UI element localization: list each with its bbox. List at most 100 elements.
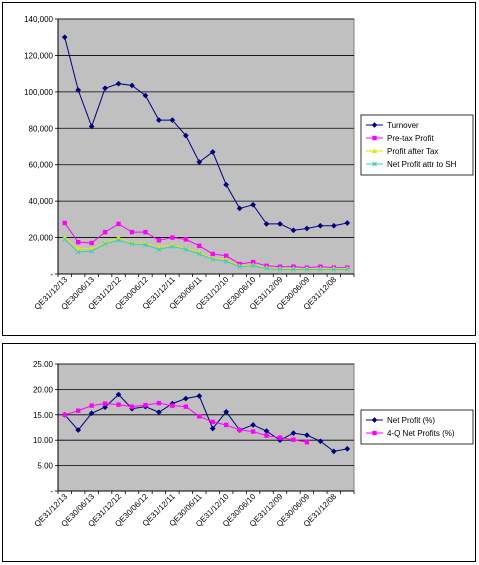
data-point xyxy=(155,117,162,124)
data-point xyxy=(291,437,296,442)
data-point xyxy=(344,220,351,226)
chart-panel-margins: -5.00 10.00 15.00 20.00 25.00 QE31/12/13 QE30/… xyxy=(2,343,476,562)
data-point xyxy=(196,393,203,399)
data-point xyxy=(331,267,337,272)
data-point xyxy=(250,422,257,428)
legend: Net Profit (%) 4-Q Net Profits (%) xyxy=(360,409,474,445)
data-point xyxy=(303,225,310,232)
data-point xyxy=(330,448,337,455)
series-net-profit-attr-to-sh xyxy=(62,237,350,272)
data-point xyxy=(264,433,269,438)
legend: Turnover Pre-tax Profit Profit after Tax Ne… xyxy=(360,114,474,176)
legend-label: Profit after Tax xyxy=(387,147,438,156)
data-point xyxy=(116,237,121,243)
data-point xyxy=(116,402,121,407)
data-point xyxy=(143,242,148,248)
data-point xyxy=(210,257,216,262)
y-tick-label: 60,000 xyxy=(29,161,54,170)
data-point xyxy=(129,229,135,235)
y-tick-label: 5.00 xyxy=(37,462,53,471)
y-tick-label: 20,000 xyxy=(29,234,54,243)
series-line xyxy=(64,239,348,270)
data-point xyxy=(88,123,95,130)
series-turnover xyxy=(61,34,351,234)
data-point xyxy=(236,205,243,212)
data-point xyxy=(330,222,337,229)
y-tick-label: - xyxy=(50,270,53,279)
data-point xyxy=(89,248,94,254)
data-point xyxy=(155,409,162,416)
data-point xyxy=(344,445,351,452)
data-point xyxy=(196,251,202,257)
legend-swatch-marker xyxy=(371,417,378,423)
series-line xyxy=(64,222,348,269)
data-point xyxy=(102,404,109,411)
data-point xyxy=(75,427,82,433)
data-point xyxy=(143,402,148,408)
data-point xyxy=(344,267,350,272)
series-line xyxy=(64,393,348,452)
legend-label: Turnover xyxy=(387,121,419,130)
data-point xyxy=(210,251,215,257)
data-point xyxy=(61,34,68,41)
data-point xyxy=(223,181,230,188)
plot-area xyxy=(57,18,355,275)
data-point xyxy=(277,220,283,227)
data-point xyxy=(291,267,296,272)
data-point xyxy=(102,85,109,92)
data-point xyxy=(250,429,256,434)
data-point xyxy=(75,87,82,93)
plot-area xyxy=(57,363,355,492)
y-tick-label: 80,000 xyxy=(29,124,54,133)
legend-swatch-marker xyxy=(371,122,378,128)
data-point xyxy=(116,221,121,227)
data-point xyxy=(318,267,323,272)
y-tick-label: 140,000 xyxy=(24,15,53,24)
series-line xyxy=(64,37,348,231)
data-point xyxy=(156,247,162,252)
series-4-q-net-profits xyxy=(62,400,310,445)
data-point xyxy=(223,253,229,258)
legend-label: Net Profit attr to SH xyxy=(387,160,457,169)
data-point xyxy=(209,425,216,432)
data-point xyxy=(62,412,67,417)
data-point xyxy=(62,220,67,226)
data-point xyxy=(62,237,68,242)
data-point xyxy=(197,243,202,248)
data-point xyxy=(223,422,229,428)
data-point xyxy=(250,263,256,269)
data-point xyxy=(183,237,189,242)
y-tick-label: 40,000 xyxy=(29,197,54,206)
data-point xyxy=(183,247,189,252)
y-tick-label: - xyxy=(50,487,53,496)
data-point xyxy=(75,408,81,413)
data-point xyxy=(304,440,310,445)
data-point xyxy=(264,266,269,271)
data-point xyxy=(237,264,242,270)
series-line xyxy=(64,237,348,270)
data-point xyxy=(88,410,95,417)
data-point xyxy=(290,430,297,437)
legend-swatch-marker xyxy=(372,430,377,436)
data-point xyxy=(223,258,229,264)
data-point xyxy=(170,235,175,240)
y-tick-label: 10.00 xyxy=(33,436,54,445)
y-tick-label: 20.00 xyxy=(33,385,54,394)
data-point xyxy=(170,403,175,408)
data-point xyxy=(115,391,122,398)
data-point xyxy=(182,132,189,139)
data-point xyxy=(250,259,256,265)
data-point xyxy=(290,227,297,234)
data-point xyxy=(75,249,81,255)
data-point xyxy=(250,201,257,208)
data-point xyxy=(317,222,324,229)
chart-panel-financials: - 20,000 40,000 60,000 80,000 100,000 120,000 1… xyxy=(2,2,476,336)
legend-swatch-marker xyxy=(372,135,377,141)
legend-label: Net Profit (%) xyxy=(387,416,435,425)
data-point xyxy=(115,80,122,87)
data-point xyxy=(89,403,94,408)
data-point xyxy=(169,117,176,124)
financials-line-chart: - 20,000 40,000 60,000 80,000 100,000 120,000 1… xyxy=(24,15,474,312)
data-point xyxy=(210,419,215,425)
data-point xyxy=(102,229,108,235)
